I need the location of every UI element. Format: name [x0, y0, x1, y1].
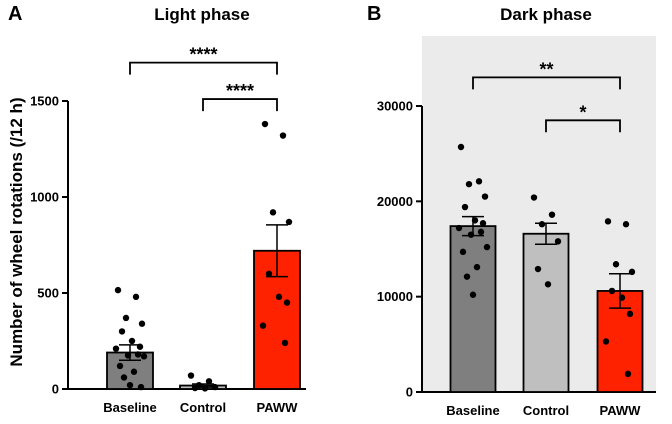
- panel-b-data-point: [483, 243, 491, 251]
- panel-a-x-label-baseline: Baseline: [103, 400, 156, 415]
- panel-b-y-tick-label: 30000: [377, 99, 413, 114]
- panel-a-data-point: [191, 384, 199, 392]
- panel-b-data-point: [481, 193, 489, 200]
- panel-a-data-point: [201, 385, 209, 392]
- panel-b-data-point: [544, 281, 552, 288]
- panel-b-data-point: [530, 194, 538, 201]
- panel-a-data-point: [140, 353, 148, 360]
- panel-b-data-point: [467, 231, 475, 238]
- panel-a-y-tick-label: 1000: [30, 190, 59, 205]
- panel-a-data-point: [137, 383, 145, 391]
- panel-b-data-point: [548, 211, 556, 218]
- panel-b-x-label-baseline: Baseline: [446, 403, 499, 418]
- panel-b-bar-control: [522, 232, 570, 393]
- panel-b-data-point: [534, 265, 542, 273]
- panel-a-data-point: [124, 352, 132, 359]
- panel-a-data-point: [132, 293, 140, 301]
- panel-b-y-tick-label: 10000: [377, 289, 413, 304]
- panel-b-y-tick-label: 0: [406, 385, 413, 400]
- panel-a-data-point: [112, 345, 120, 352]
- panel-a-data-point: [285, 218, 293, 226]
- panel-a-x-label-paww: PAWW: [257, 400, 299, 415]
- panel-b-significance-label: *: [579, 102, 586, 122]
- panel-a-data-point: [205, 378, 213, 385]
- panel-a-title: Light phase: [154, 5, 249, 24]
- panel-b-significance-bracket: [545, 119, 621, 133]
- panel-a-data-point: [134, 351, 142, 358]
- panel-a-data-point: [118, 328, 126, 335]
- panel-b-data-point: [475, 178, 483, 185]
- panel-b-data-point: [473, 263, 481, 271]
- panel-b-data-point: [624, 370, 632, 378]
- panel-a-y-tick-label: 1500: [30, 94, 59, 109]
- panel-b-data-point: [554, 238, 562, 245]
- panel-b-data-point: [622, 221, 630, 228]
- y-axis-label: Number of wheel rotations (/12 h): [7, 97, 26, 366]
- panel-b-bar-baseline: [449, 225, 497, 393]
- panel-a-data-point: [269, 209, 277, 216]
- panel-b-data-point: [469, 291, 477, 298]
- panel-b-data-point: [612, 261, 620, 268]
- panel-b-letter: B: [367, 3, 381, 25]
- panel-a-data-point: [283, 299, 291, 306]
- panel-a-data-point: [116, 362, 124, 370]
- panel-b-data-point: [602, 338, 610, 345]
- panel-a-data-point: [211, 383, 219, 391]
- panel-b-x-label-control: Control: [523, 403, 569, 418]
- panel-b-data-point: [455, 224, 463, 232]
- panel-a-data-point: [130, 368, 138, 375]
- panel-b-data-point: [477, 228, 485, 236]
- panel-b-y-tick-label: 20000: [377, 194, 413, 209]
- panel-a-data-point: [128, 337, 136, 345]
- panel-a-y-tick-label: 500: [37, 286, 59, 301]
- panel-b-data-point: [471, 217, 479, 224]
- panel-a-letter: A: [8, 3, 22, 25]
- panel-b-data-point: [626, 310, 634, 318]
- panel-b-data-point: [461, 203, 469, 211]
- panel-b-significance-bracket: [472, 76, 621, 90]
- panel-a-plot: 0 500 1000 1500 Baseline Control PAWW **** ****: [30, 45, 306, 415]
- panel-a-significance-label: ****: [189, 45, 217, 65]
- panel-b-data-point: [604, 218, 612, 225]
- panel-a-data-point: [281, 339, 289, 347]
- panel-b-data-point: [628, 268, 636, 276]
- panel-a-data-point: [265, 270, 273, 277]
- panel-b-data-point: [463, 273, 471, 280]
- panel-a-data-point: [122, 314, 130, 322]
- panel-a-data-point: [259, 322, 267, 329]
- panel-a-data-point: [136, 343, 144, 350]
- panel-a-data-point: [187, 372, 195, 379]
- panel-a-data-point: [275, 293, 283, 301]
- panel-b-data-point: [618, 294, 626, 301]
- panel-b-data-point: [465, 180, 473, 188]
- panel-a-y-tick-label: 0: [52, 382, 59, 397]
- panel-a-significance-label: ****: [226, 81, 254, 101]
- panel-a-data-point: [261, 120, 269, 128]
- panel-a-data-point: [114, 286, 122, 294]
- panel-b-data-point: [459, 248, 467, 256]
- panel-b-data-point: [479, 220, 487, 227]
- panel-b-significance-label: **: [539, 59, 553, 79]
- panel-a-data-point: [279, 132, 287, 139]
- panel-b-title: Dark phase: [500, 5, 592, 24]
- panel-a-data-point: [126, 381, 134, 389]
- panel-b-data-point: [538, 221, 546, 228]
- panel-a-significance-bracket: [202, 98, 278, 112]
- panel-b-data-point: [608, 287, 616, 295]
- panel-b-data-point: [457, 143, 465, 151]
- panel-a-data-point: [120, 374, 128, 381]
- panel-b-x-label-paww: PAWW: [600, 403, 642, 418]
- panel-a-data-point: [138, 320, 146, 327]
- panel-a-significance-bracket: [129, 61, 278, 75]
- panel-a-x-label-control: Control: [180, 400, 226, 415]
